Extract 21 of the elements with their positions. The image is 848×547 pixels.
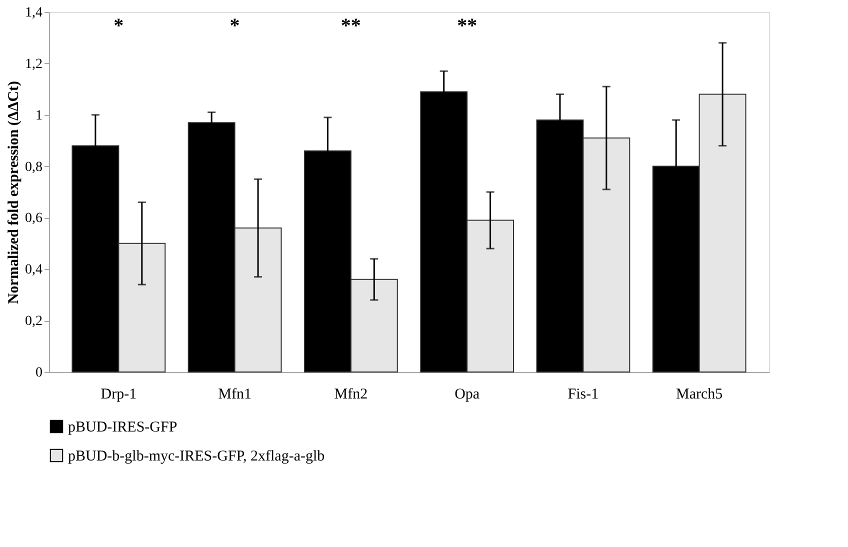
- y-tick-label: 1: [36, 108, 42, 124]
- annotation: *: [230, 15, 240, 37]
- y-tick-label: 0,4: [25, 262, 42, 278]
- y-tick-label: 0,6: [25, 211, 42, 226]
- y-tick-label: 0,8: [25, 160, 42, 175]
- x-tick-label: March5: [676, 386, 723, 402]
- x-tick-label: Drp-1: [100, 386, 137, 402]
- y-tick-label: 0,2: [25, 314, 42, 330]
- y-tick-label: 0: [36, 366, 42, 380]
- x-tick-label: Mfn1: [218, 386, 252, 402]
- legend-label: pBUD-b-glb-myc-IRES-GFP, 2xflag-a-glb: [68, 448, 325, 464]
- y-axis-title: Normalized fold expression (ΔΔCt): [6, 80, 22, 304]
- y-tick-label: 1,4: [25, 6, 42, 20]
- x-tick-label: Fis-1: [568, 386, 599, 402]
- annotation: **: [340, 15, 361, 37]
- annotation: **: [457, 15, 478, 37]
- x-tick-label: Opa: [454, 386, 480, 402]
- x-tick-label: Mfn2: [334, 386, 368, 402]
- legend-label: pBUD-IRES-GFP: [68, 420, 178, 436]
- y-tick-label: 1,2: [25, 56, 42, 72]
- annotation: *: [114, 15, 124, 37]
